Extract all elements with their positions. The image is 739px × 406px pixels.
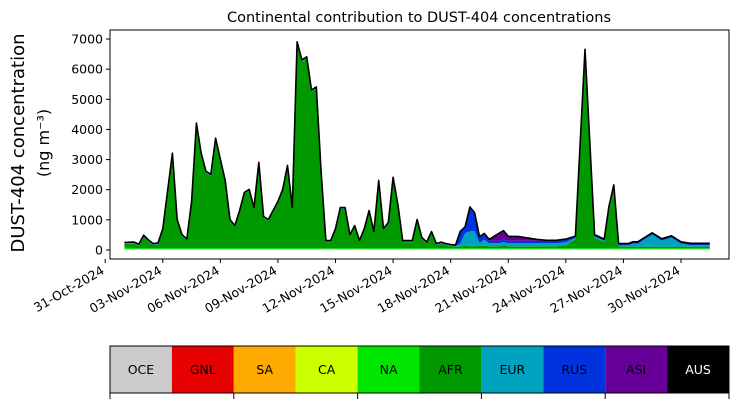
- y-tick-label: 2000: [71, 182, 103, 197]
- y-tick-label: 4000: [71, 122, 103, 137]
- area-series-oce: [124, 249, 709, 250]
- legend-label-gnl: GNL: [190, 362, 216, 377]
- legend-label-na: NA: [380, 362, 398, 377]
- legend-label-oce: OCE: [128, 362, 155, 377]
- legend-label-afr: AFR: [438, 362, 463, 377]
- y-tick-label: 0: [95, 242, 103, 257]
- y-tick-label: 1000: [71, 212, 103, 227]
- area-series-afr: [124, 43, 709, 248]
- y-tick-label: 6000: [71, 62, 103, 77]
- chart-title: Continental contribution to DUST-404 con…: [227, 10, 611, 26]
- plot-area: [124, 42, 709, 250]
- legend-label-ca: CA: [318, 362, 336, 377]
- legend-label-aus: AUS: [685, 362, 711, 377]
- legend-label-asi: ASI: [626, 362, 646, 377]
- legend-label-sa: SA: [256, 362, 273, 377]
- legend-label-eur: EUR: [499, 362, 525, 377]
- region-colorbar-legend: OCE GNL SA CA NA AFR EUR RUS ASI AUS: [110, 346, 729, 399]
- y-axis-label-unit: (ng m⁻³): [34, 109, 53, 177]
- axes: 0100020003000400050006000700031-Oct-2024…: [31, 30, 729, 316]
- y-tick-label: 5000: [71, 92, 103, 107]
- y-axis-label: DUST-404 concentration: [8, 33, 29, 252]
- legend-label-rus: RUS: [561, 362, 587, 377]
- y-tick-label: 3000: [71, 152, 103, 167]
- y-tick-label: 7000: [71, 32, 103, 47]
